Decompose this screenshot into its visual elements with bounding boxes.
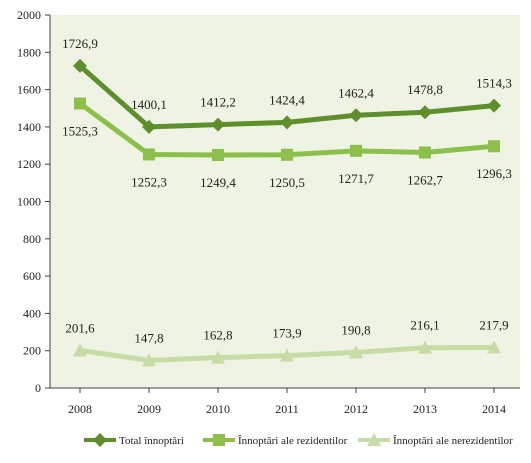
x-tick-label: 2014 bbox=[482, 402, 506, 416]
data-label: 147,8 bbox=[134, 330, 163, 345]
data-point bbox=[487, 340, 501, 354]
data-point bbox=[73, 343, 87, 357]
data-point bbox=[281, 148, 293, 161]
y-tick-label: 600 bbox=[23, 269, 41, 283]
x-tick-label: 2010 bbox=[206, 402, 230, 416]
data-point bbox=[280, 348, 294, 362]
data-point bbox=[488, 140, 500, 153]
y-tick-label: 1400 bbox=[17, 120, 41, 134]
data-point bbox=[74, 97, 86, 110]
data-label: 1271,7 bbox=[338, 171, 374, 186]
legend-marker bbox=[93, 433, 107, 447]
data-label: 216,1 bbox=[410, 318, 439, 333]
x-axis: 2008 2009 2010 2011 2012 2013 2014 bbox=[50, 387, 520, 416]
data-point bbox=[211, 350, 225, 364]
legend-item: Înnoptări ale nerezidentilor bbox=[358, 433, 513, 447]
data-label: 1726,9 bbox=[62, 36, 98, 51]
data-label: 173,9 bbox=[272, 326, 301, 341]
data-label: 1296,3 bbox=[476, 166, 512, 181]
data-point bbox=[487, 98, 501, 113]
data-point bbox=[212, 148, 224, 161]
series-layer: 1726,9 1400,1 1412,2 1424,4 1462,4 1478,8 1514… bbox=[62, 36, 512, 367]
series-1: 1726,9 1400,1 1412,2 1424,4 1462,4 1478,8 1514… bbox=[62, 36, 512, 134]
data-point bbox=[350, 144, 362, 157]
data-label: 217,9 bbox=[479, 317, 508, 332]
y-tick-label: 400 bbox=[23, 306, 41, 320]
data-label: 1478,8 bbox=[407, 82, 443, 97]
x-tick-label: 2011 bbox=[275, 402, 299, 416]
data-label: 1462,4 bbox=[338, 85, 374, 100]
y-axis: 0 200 400 600 800 1000 1200 1400 1600 1800 2000 bbox=[17, 8, 51, 395]
data-label: 1400,1 bbox=[131, 97, 167, 112]
data-point bbox=[418, 340, 432, 354]
data-label: 1525,3 bbox=[62, 124, 98, 139]
data-point bbox=[419, 146, 431, 159]
y-tick-label: 1200 bbox=[17, 157, 41, 171]
legend-label: Înnoptări ale nerezidentilor bbox=[393, 435, 513, 447]
data-point bbox=[73, 58, 87, 73]
data-label: 1262,7 bbox=[407, 173, 443, 188]
data-point bbox=[349, 108, 363, 123]
data-label: 162,8 bbox=[203, 328, 232, 343]
legend-item: Total înnoptări bbox=[84, 433, 184, 447]
series-2: 1525,3 1252,3 1249,4 1250,5 1271,7 1262,7 1296… bbox=[62, 97, 512, 190]
data-point bbox=[349, 345, 363, 359]
data-point bbox=[142, 353, 156, 367]
y-tick-label: 800 bbox=[23, 232, 41, 246]
data-label: 1514,3 bbox=[476, 76, 512, 91]
legend: Total înnoptări Înnoptări ale rezidentilo… bbox=[84, 433, 513, 447]
data-point bbox=[211, 117, 225, 132]
data-point bbox=[418, 105, 432, 120]
data-label: 1252,3 bbox=[131, 174, 167, 189]
data-point bbox=[280, 115, 294, 130]
y-tick-label: 0 bbox=[35, 381, 41, 395]
legend-marker bbox=[213, 434, 225, 446]
data-point bbox=[142, 119, 156, 134]
legend-item: Înnoptări ale rezidentilor bbox=[203, 434, 348, 447]
plot-area bbox=[50, 15, 520, 388]
y-tick-label: 2000 bbox=[17, 8, 41, 22]
y-tick-label: 1600 bbox=[17, 83, 41, 97]
data-label: 190,8 bbox=[341, 322, 370, 337]
x-tick-label: 2009 bbox=[137, 402, 161, 416]
y-tick-label: 200 bbox=[23, 344, 41, 358]
x-tick-label: 2013 bbox=[413, 402, 437, 416]
data-label: 1250,5 bbox=[269, 175, 305, 190]
x-tick-label: 2012 bbox=[344, 402, 368, 416]
series-3: 201,6 147,8 162,8 173,9 190,8 216,1 217,9 bbox=[65, 317, 509, 367]
legend-label: Înnoptări ale rezidentilor bbox=[238, 435, 348, 447]
data-label: 1412,2 bbox=[200, 95, 236, 110]
data-label: 1249,4 bbox=[200, 175, 236, 190]
y-tick-label: 1000 bbox=[17, 195, 41, 209]
y-tick-label: 1800 bbox=[17, 45, 41, 59]
data-label: 1424,4 bbox=[269, 92, 305, 107]
data-label: 201,6 bbox=[65, 320, 95, 335]
legend-label: Total înnoptări bbox=[119, 435, 184, 447]
x-tick-label: 2008 bbox=[68, 402, 92, 416]
legend-marker bbox=[367, 433, 381, 446]
data-point bbox=[143, 148, 155, 161]
